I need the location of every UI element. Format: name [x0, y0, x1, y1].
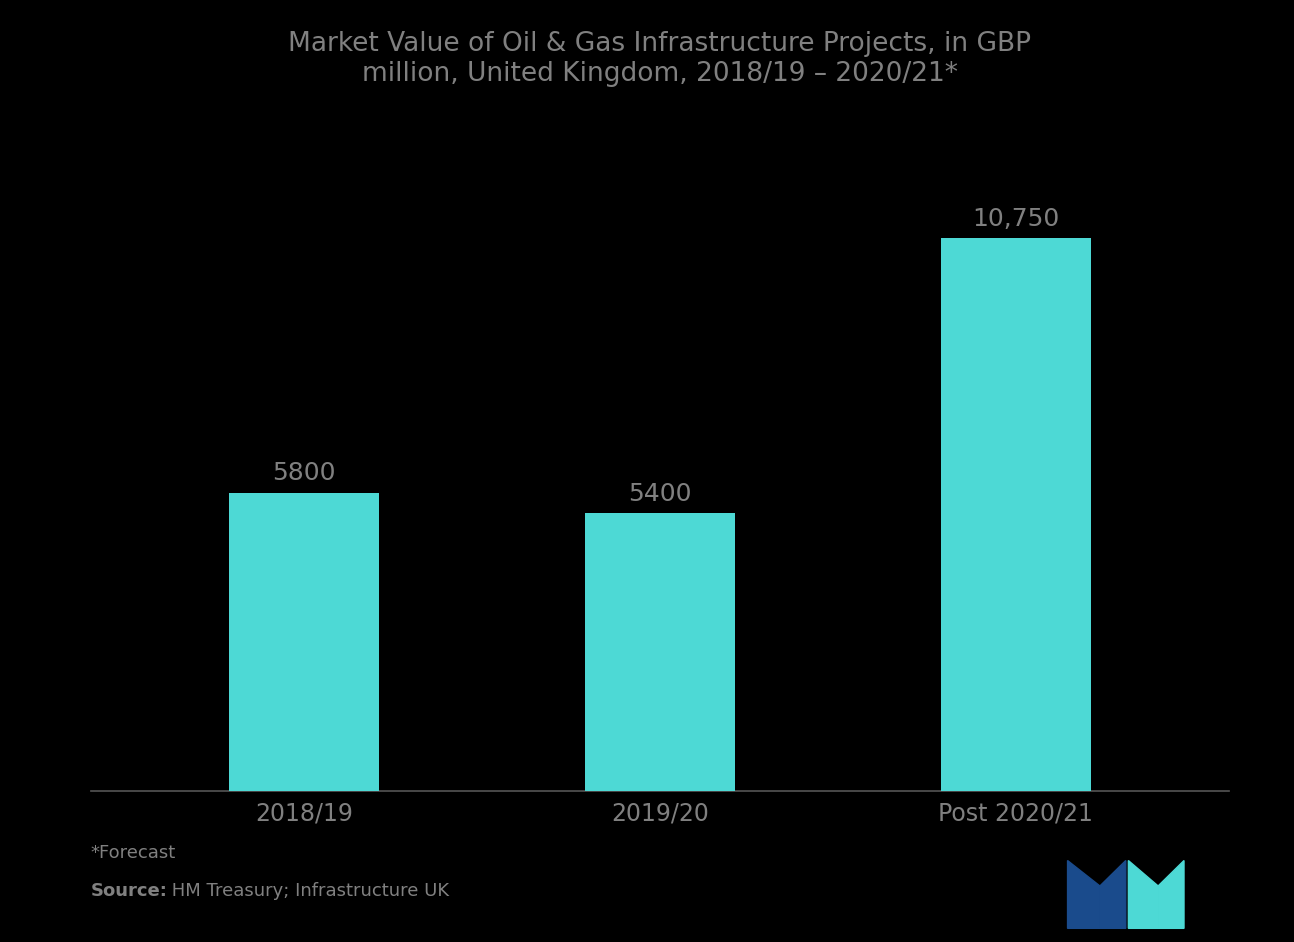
Text: *Forecast: *Forecast	[91, 844, 176, 862]
Bar	[941, 238, 1091, 791]
Text: HM Treasury; Infrastructure UK: HM Treasury; Infrastructure UK	[166, 882, 449, 900]
Text: 5400: 5400	[628, 481, 692, 506]
Title: Market Value of Oil & Gas Infrastructure Projects, in GBP
million, United Kingdo: Market Value of Oil & Gas Infrastructure…	[289, 31, 1031, 87]
Polygon shape	[1128, 861, 1158, 929]
Text: 5800: 5800	[272, 462, 336, 485]
Bar	[229, 493, 379, 791]
Text: 10,750: 10,750	[972, 206, 1060, 231]
Polygon shape	[1100, 861, 1126, 929]
Polygon shape	[1068, 861, 1100, 929]
Bar	[585, 513, 735, 791]
Text: Source:: Source:	[91, 882, 167, 900]
Polygon shape	[1158, 861, 1184, 929]
